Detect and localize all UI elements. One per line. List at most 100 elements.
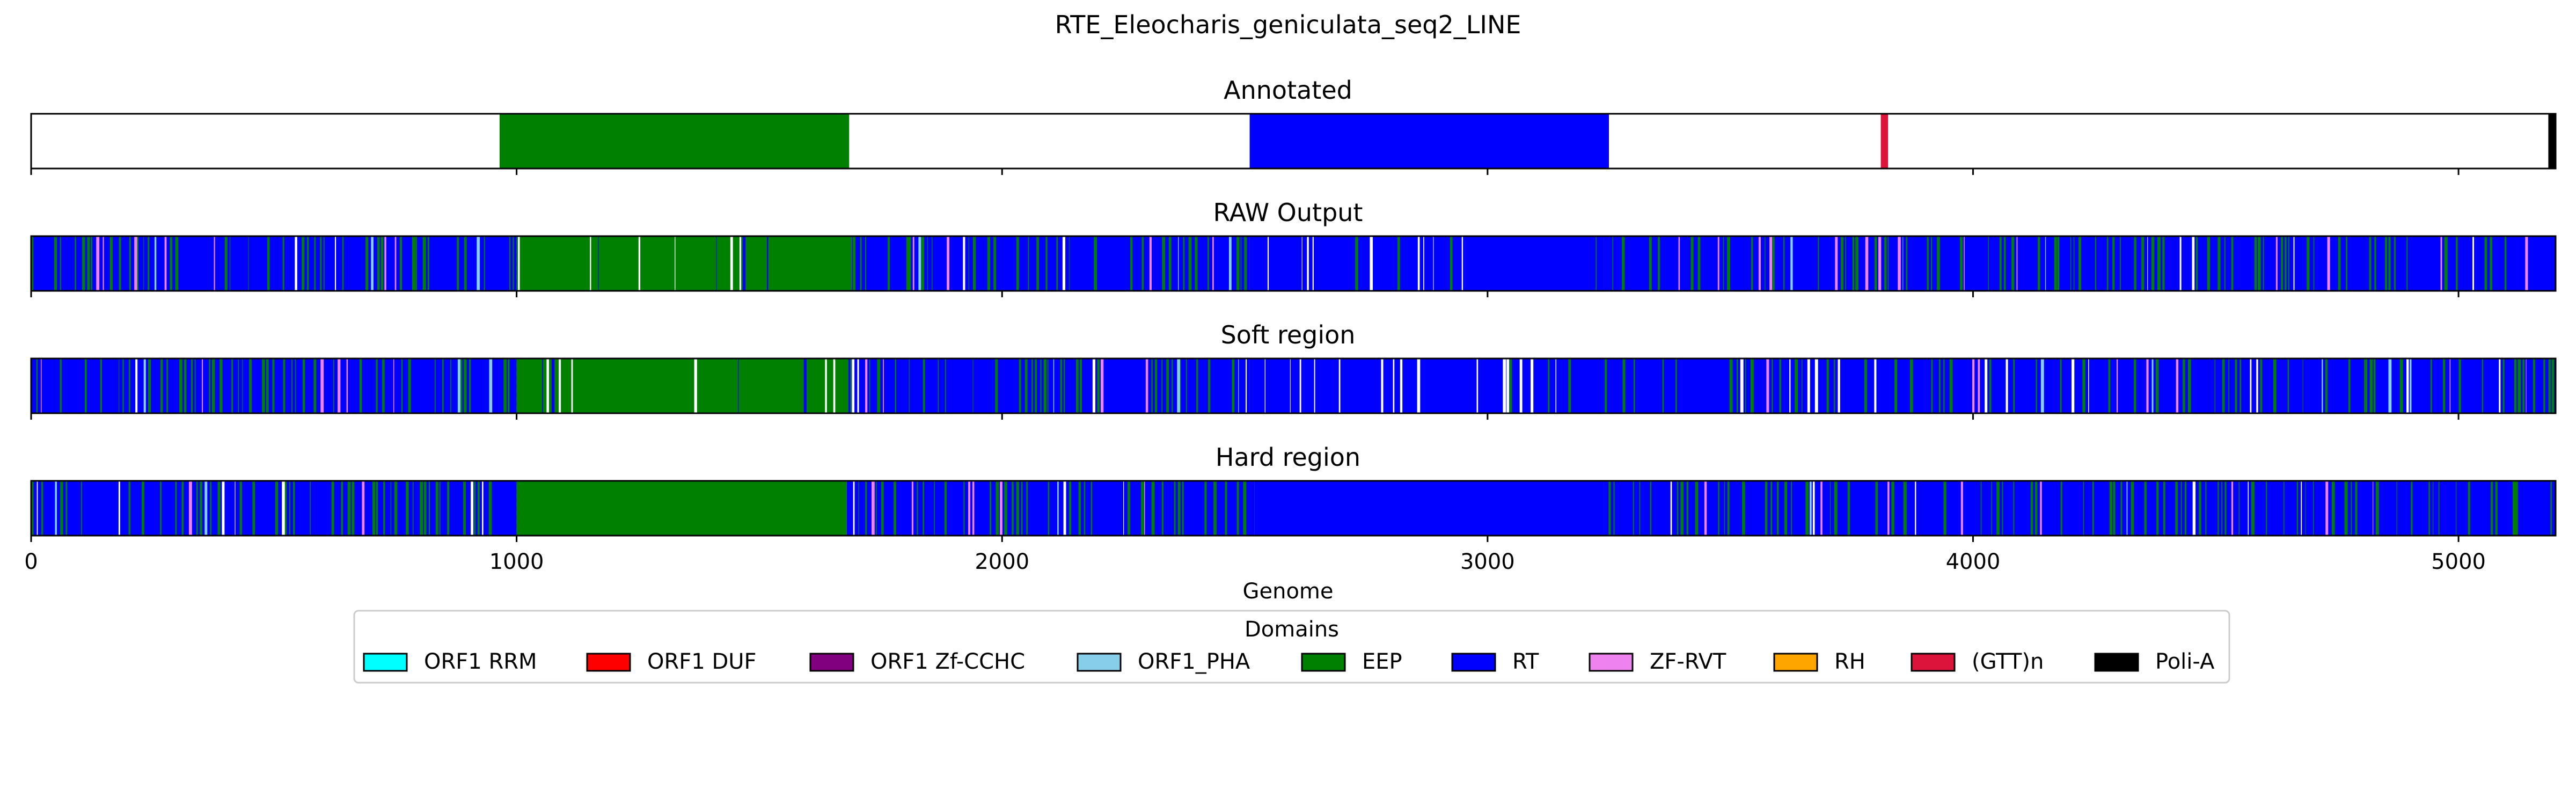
noise-stripe: [488, 481, 492, 536]
noise-stripe: [1312, 236, 1314, 291]
noise-stripe: [860, 236, 862, 291]
noise-stripe: [249, 358, 252, 413]
noise-stripe: [323, 236, 325, 291]
noise-stripe: [175, 481, 177, 536]
noise-stripe: [406, 481, 409, 536]
noise-stripe: [1162, 236, 1165, 291]
noise-stripe: [1727, 481, 1730, 536]
noise-stripe: [1736, 358, 1738, 413]
noise-stripe: [335, 236, 336, 291]
noise-stripe: [2411, 481, 2413, 536]
noise-stripe: [2369, 358, 2373, 413]
noise-stripe: [2550, 481, 2552, 536]
noise-stripe: [2205, 481, 2207, 536]
noise-stripe: [909, 236, 911, 291]
legend: Domains ORF1 RRM ORF1 DUF ORF1 Zf-CCHC ORF1_…: [353, 610, 2230, 684]
noise-stripe: [1978, 358, 1980, 413]
noise-stripe: [1985, 358, 1988, 413]
noise-stripe: [2240, 358, 2242, 413]
noise-stripe: [2438, 481, 2440, 536]
noise-stripe: [103, 236, 104, 291]
noise-stripe: [442, 358, 444, 413]
noise-stripe: [1016, 481, 1019, 536]
noise-stripe: [1064, 358, 1065, 413]
noise-stripe: [54, 236, 57, 291]
legend-item: ORF1 Zf-CCHC: [809, 649, 1025, 674]
noise-stripe: [852, 236, 856, 291]
legend-item: Poli-A: [2094, 649, 2215, 674]
noise-stripe: [238, 358, 239, 413]
noise-stripe: [1128, 481, 1130, 536]
noise-stripe: [996, 481, 999, 536]
noise-stripe: [1838, 358, 1840, 413]
noise-stripe: [314, 236, 316, 291]
noise-stripe: [1168, 236, 1172, 291]
legend-swatch: [1301, 653, 1346, 672]
noise-stripe: [377, 236, 380, 291]
noise-stripe: [1091, 481, 1093, 536]
noise-stripe: [1397, 236, 1400, 291]
noise-stripe: [1605, 358, 1607, 413]
noise-stripe: [1943, 481, 1946, 536]
domain-segment: [499, 114, 850, 169]
noise-stripe: [1845, 236, 1846, 291]
noise-stripe: [2151, 358, 2154, 413]
noise-stripe: [1213, 481, 1217, 536]
noise-stripe: [2533, 358, 2535, 413]
legend-item: ZF-RVT: [1589, 649, 1726, 674]
noise-stripe: [1677, 481, 1679, 536]
noise-stripe: [1400, 358, 1403, 413]
domain-segment: [1254, 481, 1604, 536]
noise-stripe: [1795, 358, 1798, 413]
noise-stripe: [2199, 481, 2201, 536]
noise-stripe: [2057, 236, 2060, 291]
noise-stripe: [1012, 481, 1014, 536]
noise-stripe: [513, 236, 514, 291]
noise-stripe: [1151, 358, 1153, 413]
noise-stripe: [993, 236, 997, 291]
prediction-texture: [31, 236, 2528, 291]
noise-stripe: [2144, 481, 2147, 536]
noise-stripe: [160, 481, 162, 536]
noise-stripe: [1060, 358, 1063, 413]
noise-stripe: [128, 481, 130, 536]
noise-stripe: [194, 358, 196, 413]
noise-stripe: [2338, 236, 2341, 291]
noise-stripe: [803, 358, 807, 413]
noise-stripe: [2518, 358, 2521, 413]
noise-stripe: [200, 481, 202, 536]
noise-stripe: [2255, 236, 2257, 291]
noise-stripe: [1783, 236, 1785, 291]
noise-stripe: [1381, 358, 1384, 413]
noise-stripe: [1864, 358, 1867, 413]
noise-stripe: [2444, 236, 2448, 291]
noise-stripe: [2543, 358, 2545, 413]
noise-stripe: [1509, 358, 1512, 413]
noise-stripe: [439, 481, 441, 536]
noise-stripe: [413, 481, 414, 536]
noise-stripe: [1874, 236, 1877, 291]
noise-stripe: [895, 358, 896, 413]
noise-stripe: [408, 358, 411, 413]
noise-stripe: [877, 358, 881, 413]
noise-stripe: [638, 236, 641, 291]
noise-stripe: [1634, 358, 1635, 413]
noise-stripe: [100, 358, 102, 413]
domain-segment: [516, 358, 852, 413]
noise-stripe: [1024, 358, 1028, 413]
noise-stripe: [1820, 481, 1823, 536]
noise-stripe: [2183, 358, 2185, 413]
noise-stripe: [376, 358, 378, 413]
noise-stripe: [1769, 236, 1773, 291]
noise-stripe: [1989, 358, 1992, 413]
legend-title: Domains: [1245, 617, 1339, 642]
noise-stripe: [2184, 481, 2187, 536]
noise-stripe: [1596, 236, 1597, 291]
noise-stripe: [394, 236, 397, 291]
noise-stripe: [1758, 236, 1761, 291]
noise-stripe: [972, 236, 976, 291]
noise-stripe: [489, 358, 493, 413]
noise-stripe: [739, 236, 742, 291]
noise-stripe: [1031, 358, 1033, 413]
legend-item: ORF1 RRM: [363, 649, 537, 674]
